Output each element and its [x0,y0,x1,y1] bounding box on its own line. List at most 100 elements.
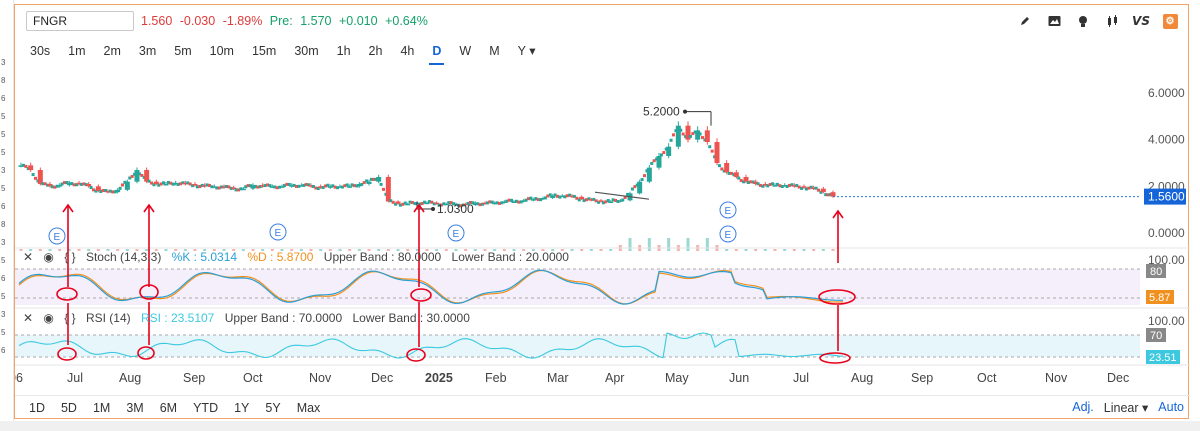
candle-body [685,125,691,140]
range-6m[interactable]: 6M [159,401,178,415]
volume-bar [135,249,139,251]
candle-body [427,200,431,204]
candle-body [809,185,813,189]
price-chart[interactable]: 6.00004.00002.00000.00001.56005.20001.03… [15,5,1190,393]
range-ytd[interactable]: YTD [193,401,219,415]
candle-body [263,184,267,188]
volume-bar [319,249,323,251]
interval-y[interactable]: Y ▾ [517,44,536,58]
candle-body [408,200,412,204]
interval-5m[interactable]: 5m [174,44,192,58]
annotation-circle [56,287,78,301]
interval-m[interactable]: M [489,44,500,58]
settings-icon[interactable]: ⚙ [1162,13,1178,29]
candle-body [394,202,398,206]
candle-body [24,164,28,168]
interval-30m[interactable]: 30m [294,44,319,58]
candle-body [314,186,318,190]
candle-body [137,172,141,176]
interval-1m[interactable]: 1m [68,44,86,58]
candle-body [472,202,478,205]
range-1m[interactable]: 1M [92,401,111,415]
volume-bar [435,249,439,251]
interval-2h[interactable]: 2h [368,44,383,58]
interval-w[interactable]: W [459,44,472,58]
close-icon[interactable]: ✕ [23,311,34,325]
interval-30s[interactable]: 30s [30,44,51,58]
interval-2m[interactable]: 2m [103,44,121,58]
candle-body [488,200,492,204]
candle-body [179,182,182,186]
candle-body [771,182,775,186]
range-max[interactable]: Max [296,401,321,415]
interval-4h[interactable]: 4h [400,44,415,58]
candle-body [124,181,130,190]
close-icon[interactable]: ✕ [23,250,34,264]
braces-icon[interactable]: { } [64,250,76,264]
time-axis-label: May [665,371,689,385]
adj-toggle[interactable]: Adj. [1072,400,1094,414]
candle-body [134,170,140,182]
candle-body [452,202,456,206]
range-3m[interactable]: 3M [126,401,144,415]
eye-icon[interactable]: ◉ [43,311,54,325]
interval-10m[interactable]: 10m [209,44,234,58]
range-1d[interactable]: 1D [29,401,45,415]
vs-icon[interactable]: VS [1132,14,1150,28]
candle-body [652,159,656,163]
candle-body [89,186,93,190]
candle-body [217,186,221,190]
interval-3m[interactable]: 3m [138,44,157,58]
candle-body [594,199,598,203]
candle-body [31,173,35,177]
lightbulb-icon[interactable] [1075,13,1091,29]
candle-body [298,185,304,187]
price-change-pct: -1.89% [222,14,263,28]
interval-1h[interactable]: 1h [336,44,351,58]
range-5d[interactable]: 5D [60,401,77,415]
symbol-input[interactable]: FNGR [26,11,134,31]
eye-icon[interactable]: ◉ [43,250,54,264]
volume-bar [454,249,458,251]
interval-d[interactable]: D [423,41,450,65]
volume-bar [193,249,197,251]
braces-icon[interactable]: { } [64,311,76,325]
candle-body [811,187,817,189]
left-strip-digit: 6 [1,274,6,283]
candle-body [672,133,675,137]
volume-bar [386,249,390,251]
rsi-band-fill [15,335,1140,357]
candle-body [521,200,527,202]
left-strip-digit: 3 [1,166,6,175]
candle-body [76,182,82,185]
image-icon[interactable] [1046,13,1062,29]
auto-scale-toggle[interactable]: Auto [1158,400,1184,414]
interval-15m[interactable]: 15m [251,44,277,58]
range-1y[interactable]: 1Y [234,401,250,415]
stoch-upper-tag-label: 80 [1150,266,1162,278]
candle-body [819,190,823,194]
candle-body [666,146,672,156]
candle-body [708,145,712,149]
candle-body [227,185,231,189]
candle-body [534,197,538,201]
candle-body [215,186,219,190]
candles-icon[interactable] [1104,13,1120,29]
candle-body [105,191,111,193]
pencil-icon[interactable] [1017,13,1033,29]
time-axis-label: Nov [1045,371,1068,385]
candle-body [60,182,64,186]
scale-type-select[interactable]: Linear ▾ [1103,401,1149,415]
price-axis-label: 4.0000 [1148,133,1185,147]
range-5y[interactable]: 5Y [265,401,281,415]
candle-body [797,185,801,189]
annotation-arrowhead [832,209,844,219]
volume-bar [154,249,158,251]
volume-bar [812,249,816,251]
candle-body [749,180,753,184]
candle-body [152,183,156,187]
candle-body [157,183,161,187]
volume-bar [87,249,91,251]
candle-body [830,192,836,197]
volume-bar [328,249,332,251]
